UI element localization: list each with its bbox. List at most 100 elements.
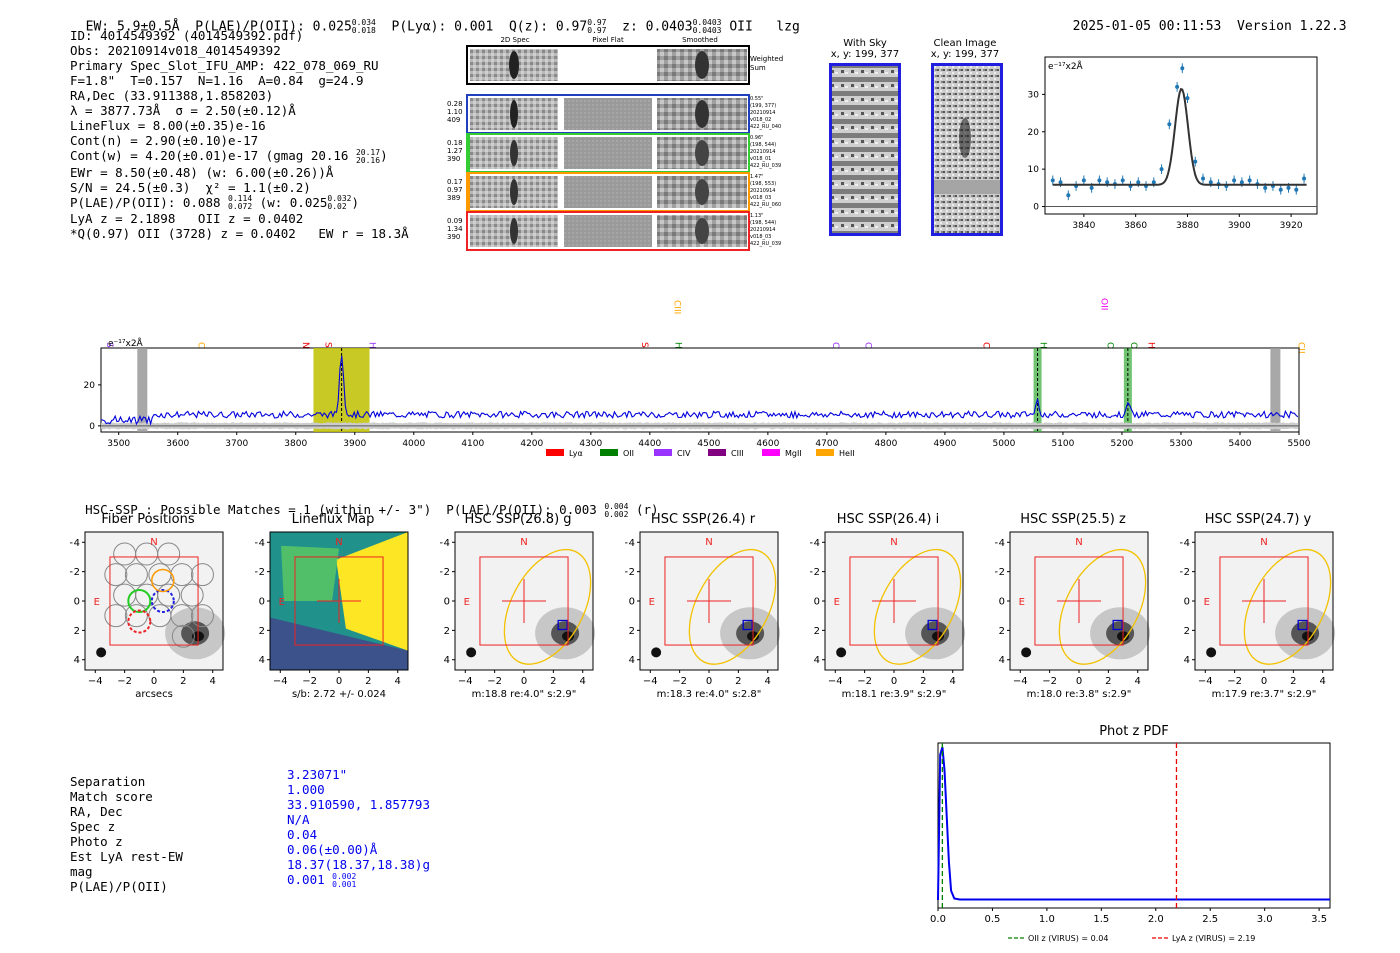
header-z: z: 0.0403 bbox=[622, 19, 693, 35]
weighted-sum-label: Weighted bbox=[750, 55, 783, 63]
match-label-score: Match score bbox=[70, 789, 153, 804]
spectrum-legend-label: OII bbox=[623, 449, 634, 458]
match-value-specz: N/A bbox=[287, 812, 310, 827]
info-ewr: EWr = 8.50(±0.48) (w: 6.00(±0.26))Å bbox=[70, 164, 334, 180]
line-fit-y-tick-label: 10 bbox=[1028, 165, 1040, 175]
info-radec: RA,Dec (33.911388,1.858203) bbox=[70, 88, 274, 103]
north-label: N bbox=[890, 537, 897, 548]
photz-frame bbox=[937, 742, 1331, 909]
lineflux-gradient bbox=[281, 545, 339, 601]
spectrum-legend-swatch bbox=[546, 449, 564, 456]
line-fit-point bbox=[1151, 180, 1156, 185]
match-labels: Separation Match score RA, Dec Spec z Ph… bbox=[70, 774, 183, 894]
x-tick-label: 0 bbox=[706, 676, 712, 687]
line-fit-point bbox=[1175, 84, 1180, 89]
info-obs: Obs: 20210914v018_4014549392 bbox=[70, 43, 281, 58]
hsc-panel: HSC SSP(26.8) g N E −4 4 −2 2 0 0 2 −2 4 −4 m:18.8 re… bbox=[440, 512, 600, 701]
east-label: E bbox=[1204, 597, 1210, 608]
match-box bbox=[1112, 619, 1123, 631]
star bbox=[96, 647, 107, 658]
y-tick-label: −4 bbox=[1180, 538, 1190, 549]
x-tick-label: −2 bbox=[117, 676, 132, 687]
line-fit-point bbox=[1167, 122, 1172, 127]
north-label: N bbox=[1260, 537, 1267, 548]
line-fit-point bbox=[1120, 178, 1125, 183]
x-tick-label: −2 bbox=[857, 676, 872, 687]
header-lzg: lzg bbox=[776, 19, 800, 35]
line-fit-points bbox=[1050, 63, 1307, 201]
line-fit-y-tick-label: 0 bbox=[1033, 203, 1039, 213]
match-value-mag: 18.37(18.37,18.38)g bbox=[287, 857, 430, 872]
panel-caption: arcsecs bbox=[135, 689, 173, 700]
hsc-panel: HSC SSP(24.7) y N E −4 4 −2 2 0 0 2 −2 4 −4 m:17.9 re… bbox=[1180, 512, 1340, 701]
svg-text:v018_03: v018_03 bbox=[750, 234, 771, 240]
photz-plot: 0.0 0.5 1.0 1.5 2.0 2.5 3.0 3.5 OII z (VIRUS) =… bbox=[930, 742, 1331, 943]
spectrum-mask-band bbox=[137, 348, 148, 432]
x-tick-label: 0 bbox=[891, 676, 897, 687]
y-tick-label: 0 bbox=[999, 597, 1005, 608]
photz-x-tick-label: 3.5 bbox=[1311, 914, 1327, 925]
y-tick-label: −4 bbox=[70, 538, 80, 549]
svg-text:1.27: 1.27 bbox=[447, 147, 463, 155]
x-tick-label: −2 bbox=[1227, 676, 1242, 687]
line-fit-point bbox=[1263, 185, 1268, 190]
spectrum-x-tick-label: 3600 bbox=[166, 439, 189, 449]
spectrum-x-tick-label: 3500 bbox=[107, 439, 130, 449]
fiber-highlight-blue bbox=[150, 589, 175, 613]
y-tick-label: 4 bbox=[814, 655, 820, 666]
east-label: E bbox=[649, 597, 655, 608]
spectrum-legend-swatch bbox=[816, 449, 834, 456]
photz-x-tick-label: 1.5 bbox=[1093, 914, 1109, 925]
cutout-header-pixelflat: Pixel Flat bbox=[592, 36, 624, 44]
svg-text:20210914: 20210914 bbox=[750, 227, 775, 233]
fiber-circle bbox=[124, 563, 148, 587]
svg-text:422_RU_039: 422_RU_039 bbox=[750, 241, 781, 247]
photz-x-tick-label: 0.5 bbox=[984, 914, 1000, 925]
svg-text:1.10: 1.10 bbox=[447, 108, 463, 116]
svg-text:0.96": 0.96" bbox=[750, 135, 763, 141]
info-lya: LyA z = 2.1898 OII z = 0.0402 bbox=[70, 211, 304, 226]
with-sky-title: With Sky x, y: 199, 377 bbox=[830, 38, 900, 60]
hsc-panel: HSC SSP(26.4) i N E −4 4 −2 2 0 0 2 −2 4 −4 m:18.1 re… bbox=[810, 512, 970, 701]
line-fit-point bbox=[1066, 193, 1071, 198]
aperture-ellipse bbox=[873, 548, 962, 665]
aperture-ellipse bbox=[688, 548, 777, 665]
svg-text:0.28: 0.28 bbox=[447, 100, 463, 108]
header-timestamp: 2025-01-05 00:11:53 Version 1.22.3 bbox=[1057, 4, 1347, 34]
svg-text:1.47": 1.47" bbox=[750, 174, 763, 180]
fiber-circle bbox=[104, 563, 128, 587]
line-fit-point bbox=[1193, 159, 1198, 164]
header-qz: Q(z): 0.97 bbox=[508, 19, 588, 35]
photz-pdf-line bbox=[937, 746, 1330, 901]
match-value-plae: 0.001 0.002 0.001 bbox=[287, 871, 357, 889]
svg-text:422_RU_060: 422_RU_060 bbox=[750, 202, 781, 208]
match-value-ew: 0.06(±0.00)Å bbox=[287, 842, 378, 857]
match-value-score: 1.000 bbox=[287, 782, 325, 797]
y-tick-label: 2 bbox=[999, 626, 1005, 637]
hsc-panel-title: HSC SSP(26.4) i bbox=[836, 512, 940, 527]
line-fit-y-ticks: 0 10 20 30 bbox=[1028, 90, 1045, 213]
fiber-circle bbox=[104, 604, 128, 628]
aperture-ellipse bbox=[1243, 548, 1332, 665]
x-tick-label: −4 bbox=[828, 676, 843, 687]
x-tick-label: −4 bbox=[1013, 676, 1028, 687]
y-tick-label: 2 bbox=[814, 626, 820, 637]
y-tick-label: −2 bbox=[440, 567, 450, 578]
spectrum-x-tick-label: 5300 bbox=[1170, 439, 1193, 449]
line-fit-point bbox=[1081, 178, 1086, 183]
spectrum-x-tick-label: 4000 bbox=[402, 439, 425, 449]
cutout-header-smoothed: Smoothed bbox=[682, 36, 718, 44]
spectrum-x-tick-label: 5200 bbox=[1111, 439, 1134, 449]
hsc-panel: HSC SSP(25.5) z N E −4 4 −2 2 0 0 2 −2 4 −4 m:18.0 re… bbox=[995, 512, 1155, 701]
search-box bbox=[849, 556, 939, 646]
fiber-highlight-orange bbox=[151, 568, 175, 593]
y-tick-label: 0 bbox=[444, 597, 450, 608]
east-label: E bbox=[94, 597, 100, 608]
line-fit-x-tick-label: 3840 bbox=[1072, 221, 1095, 231]
svg-text:0.09: 0.09 bbox=[447, 217, 463, 225]
line-fit-point bbox=[1097, 178, 1102, 183]
search-box bbox=[1219, 556, 1309, 646]
spectrum-legend-label: HeII bbox=[839, 449, 855, 458]
